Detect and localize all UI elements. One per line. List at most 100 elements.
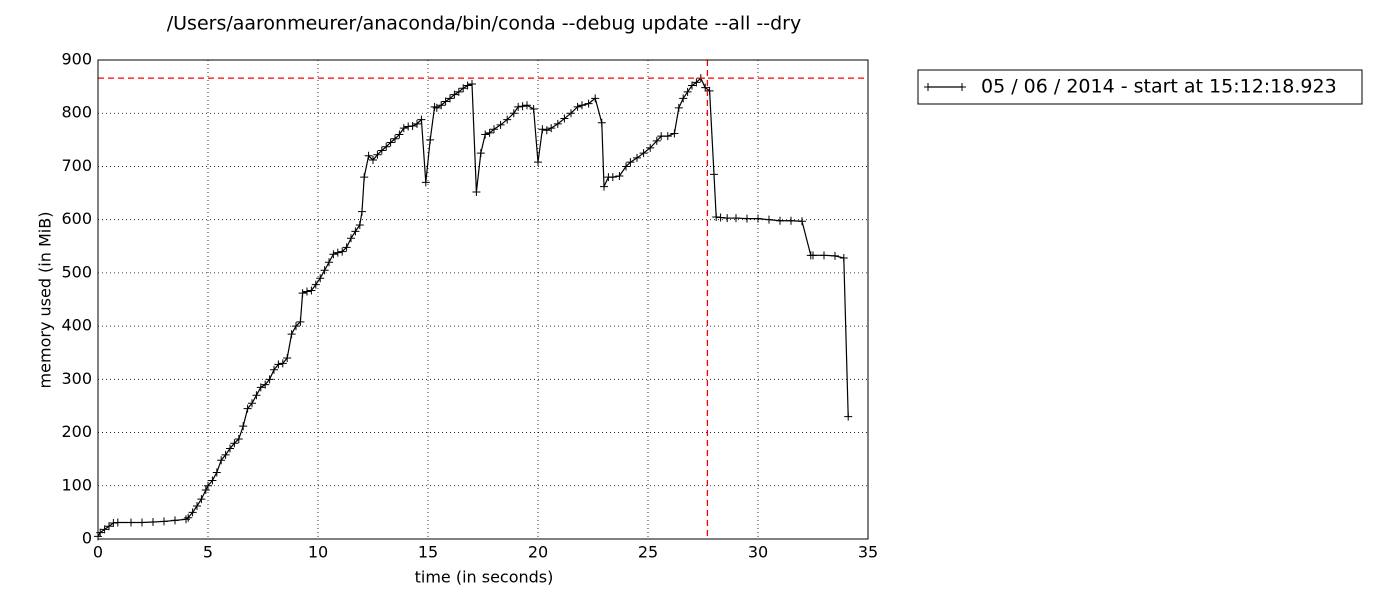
data-marker [723,214,732,223]
x-axis-label: time (in seconds) [415,568,554,587]
data-marker [265,375,274,384]
data-marker [274,360,283,369]
data-marker [252,391,261,400]
data-marker [426,135,435,144]
y-tick-label: 200 [61,422,92,441]
data-marker [652,136,661,145]
data-marker [534,158,542,167]
data-marker [600,182,608,191]
data-marker [287,330,296,339]
data-marker [248,399,256,408]
data-marker [296,317,305,326]
data-marker [509,109,518,118]
data-marker [472,187,481,196]
data-marker [430,102,439,111]
data-marker [421,178,430,187]
y-tick-label: 600 [61,209,92,228]
data-marker [523,101,531,110]
data-marker [743,214,751,223]
data-marker [386,138,395,147]
data-marker [496,120,505,129]
legend-label: 05 / 06 / 2014 - start at 15:12:18.923 [981,76,1337,98]
data-marker [547,124,556,133]
x-tick-label: 10 [308,543,328,562]
data-marker [553,119,562,128]
data-marker [329,250,338,259]
data-marker [283,354,292,363]
data-marker [100,525,109,534]
data-marker [303,287,311,296]
data-marker [234,434,243,443]
data-marker [325,258,333,267]
data-marker [732,214,740,223]
data-marker [201,486,210,495]
data-marker [149,517,157,526]
data-marker [221,450,230,459]
data-marker [184,513,193,522]
data-marker [256,383,265,392]
data-marker [529,104,538,113]
data-marker [688,81,696,90]
data-marker [646,143,655,152]
data-marker [243,404,252,413]
y-tick-label: 500 [61,262,92,281]
data-marker [373,150,382,159]
x-tick-label: 30 [748,543,768,562]
y-tick-label: 0 [82,529,92,548]
data-marker [710,170,718,179]
data-marker [364,151,373,160]
data-marker [204,481,212,490]
data-marker [316,274,325,283]
x-tick-label: 35 [858,543,878,562]
x-tick-label: 20 [528,543,548,562]
data-marker [278,359,287,368]
data-marker [538,125,547,134]
data-marker [787,216,795,225]
x-tick-label: 0 [93,543,103,562]
data-marker [432,103,441,112]
data-marker [193,502,201,511]
data-marker [514,102,523,111]
data-marker [591,94,600,103]
plot-frame [97,59,869,540]
data-marker [399,124,408,133]
data-marker [261,380,270,389]
data-marker [459,84,468,93]
x-tick-label: 5 [203,543,213,562]
data-marker [454,87,463,96]
y-tick-label: 100 [61,475,92,494]
data-marker [683,87,692,96]
data-marker [776,216,784,225]
data-marker [417,115,426,124]
data-marker [622,162,630,171]
data-marker [160,517,168,526]
data-marker [391,134,399,143]
data-marker [560,114,569,123]
data-marker [171,516,179,525]
data-marker [358,207,366,216]
data-marker [355,220,364,229]
data-marker [518,102,527,111]
data-marker [270,365,278,374]
data-marker [712,213,721,222]
data-marker [109,519,118,528]
data-marker [307,286,316,295]
data-marker [468,79,476,88]
data-marker [292,322,300,331]
y-tick-label: 300 [61,369,92,388]
data-marker [395,130,404,139]
data-marker [831,251,839,260]
data-marker [476,149,485,158]
data-marker [633,153,641,162]
data-marker [230,439,239,448]
data-marker [481,130,490,139]
data-marker [408,121,417,130]
data-marker [446,94,454,103]
data-marker [567,109,575,118]
data-marker [584,99,593,108]
data-marker [113,518,122,527]
data-marker [679,94,688,103]
data-marker [311,280,320,289]
data-marker [670,129,679,138]
